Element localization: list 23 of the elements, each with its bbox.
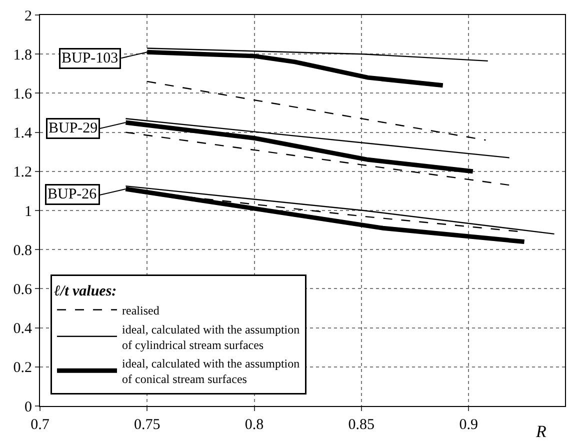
x-tick-label: 0.7 — [30, 417, 50, 433]
legend-label: realised — [122, 303, 160, 318]
y-tick-label: 1.8 — [13, 47, 32, 64]
y-tick-label: 1.2 — [13, 164, 32, 181]
x-axis-title: R — [535, 422, 547, 441]
x-tick-label: 0.8 — [244, 417, 264, 433]
x-tick-label: 0.9 — [459, 417, 478, 433]
y-tick-label: 2 — [24, 8, 32, 24]
y-tick-label: 1 — [24, 204, 32, 220]
annotation: BUP-103 — [62, 50, 118, 66]
y-tick-label: 1.6 — [13, 86, 32, 102]
y-tick-label: 0.4 — [13, 321, 32, 338]
y-tick-label: 1.4 — [13, 126, 32, 142]
annotation: BUP-26 — [48, 186, 98, 202]
y-tick-label: 0 — [24, 399, 32, 416]
x-tick-label: 0.85 — [348, 417, 375, 433]
legend-label: ideal, calculated with the assumption of conical stream surfaces — [122, 356, 300, 386]
y-tick-label: 0.6 — [13, 282, 32, 298]
x-tick-label: 0.75 — [134, 417, 160, 433]
y-tick-label: 0.8 — [13, 242, 32, 259]
legend-title: ℓ/t values: — [54, 283, 117, 300]
y-tick-label: 0.2 — [13, 360, 32, 376]
annotation: BUP-29 — [48, 120, 98, 136]
